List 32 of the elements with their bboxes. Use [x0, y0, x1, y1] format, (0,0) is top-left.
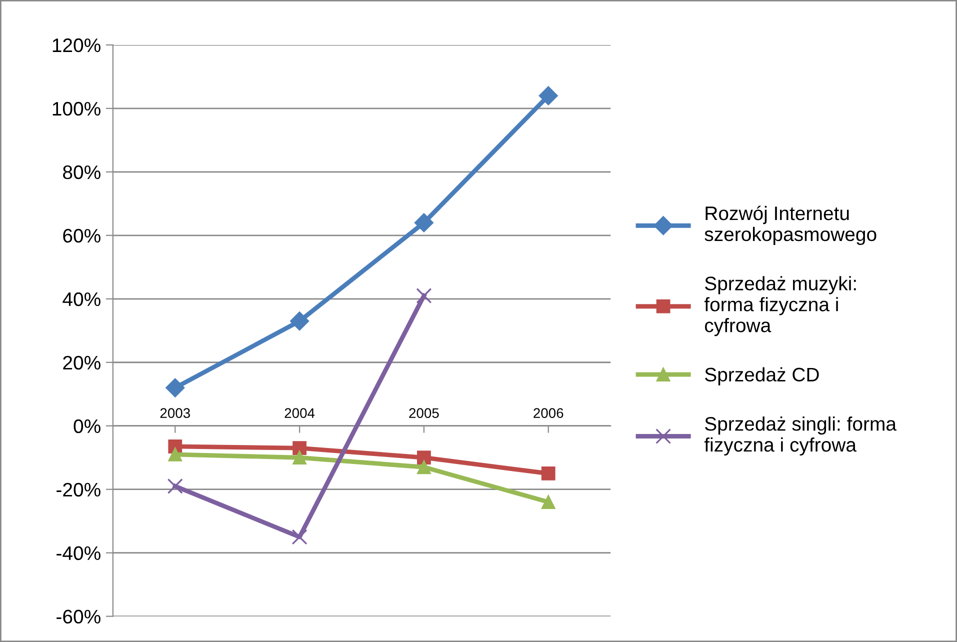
x-tick-label: 2005: [409, 408, 439, 418]
y-tick-label: 100%: [52, 102, 100, 116]
y-tick-label: 60%: [63, 228, 100, 243]
point: [414, 213, 434, 232]
legend-label: Sprzedaż singli: forma fizyczna i cyfrowa: [704, 416, 896, 456]
point: [541, 466, 556, 480]
y-tick-label: 0%: [74, 419, 100, 434]
y-tick-label: -20%: [56, 482, 100, 497]
x-tick-label: 2004: [284, 408, 315, 418]
point: [167, 478, 183, 494]
y-tick-label: 120%: [52, 38, 100, 52]
point: [292, 450, 306, 465]
y-tick-label: 80%: [63, 165, 100, 180]
point: [538, 86, 558, 106]
legend-label: Sprzedaż muzyki: forma fizyczna i cyfrowa: [704, 276, 856, 336]
y-tick-label: -40%: [56, 546, 100, 560]
point: [417, 450, 431, 465]
point: [168, 447, 182, 462]
point: [166, 378, 185, 398]
point: [417, 460, 431, 474]
y-tick-label: 20%: [63, 356, 100, 370]
point: [292, 529, 308, 545]
point: [541, 495, 556, 509]
point: [290, 312, 310, 331]
x-tick-label: 2003: [160, 408, 190, 418]
legend-label: Rozwój Internetu szerokopasmowego: [704, 206, 876, 246]
y-tick-label: 40%: [62, 292, 100, 306]
y-tick-label: -60%: [56, 610, 100, 624]
point: [292, 441, 306, 456]
legend-label: Sprzedaż CD: [705, 367, 819, 386]
point: [416, 288, 432, 304]
x-tick-label: 2006: [534, 408, 564, 418]
